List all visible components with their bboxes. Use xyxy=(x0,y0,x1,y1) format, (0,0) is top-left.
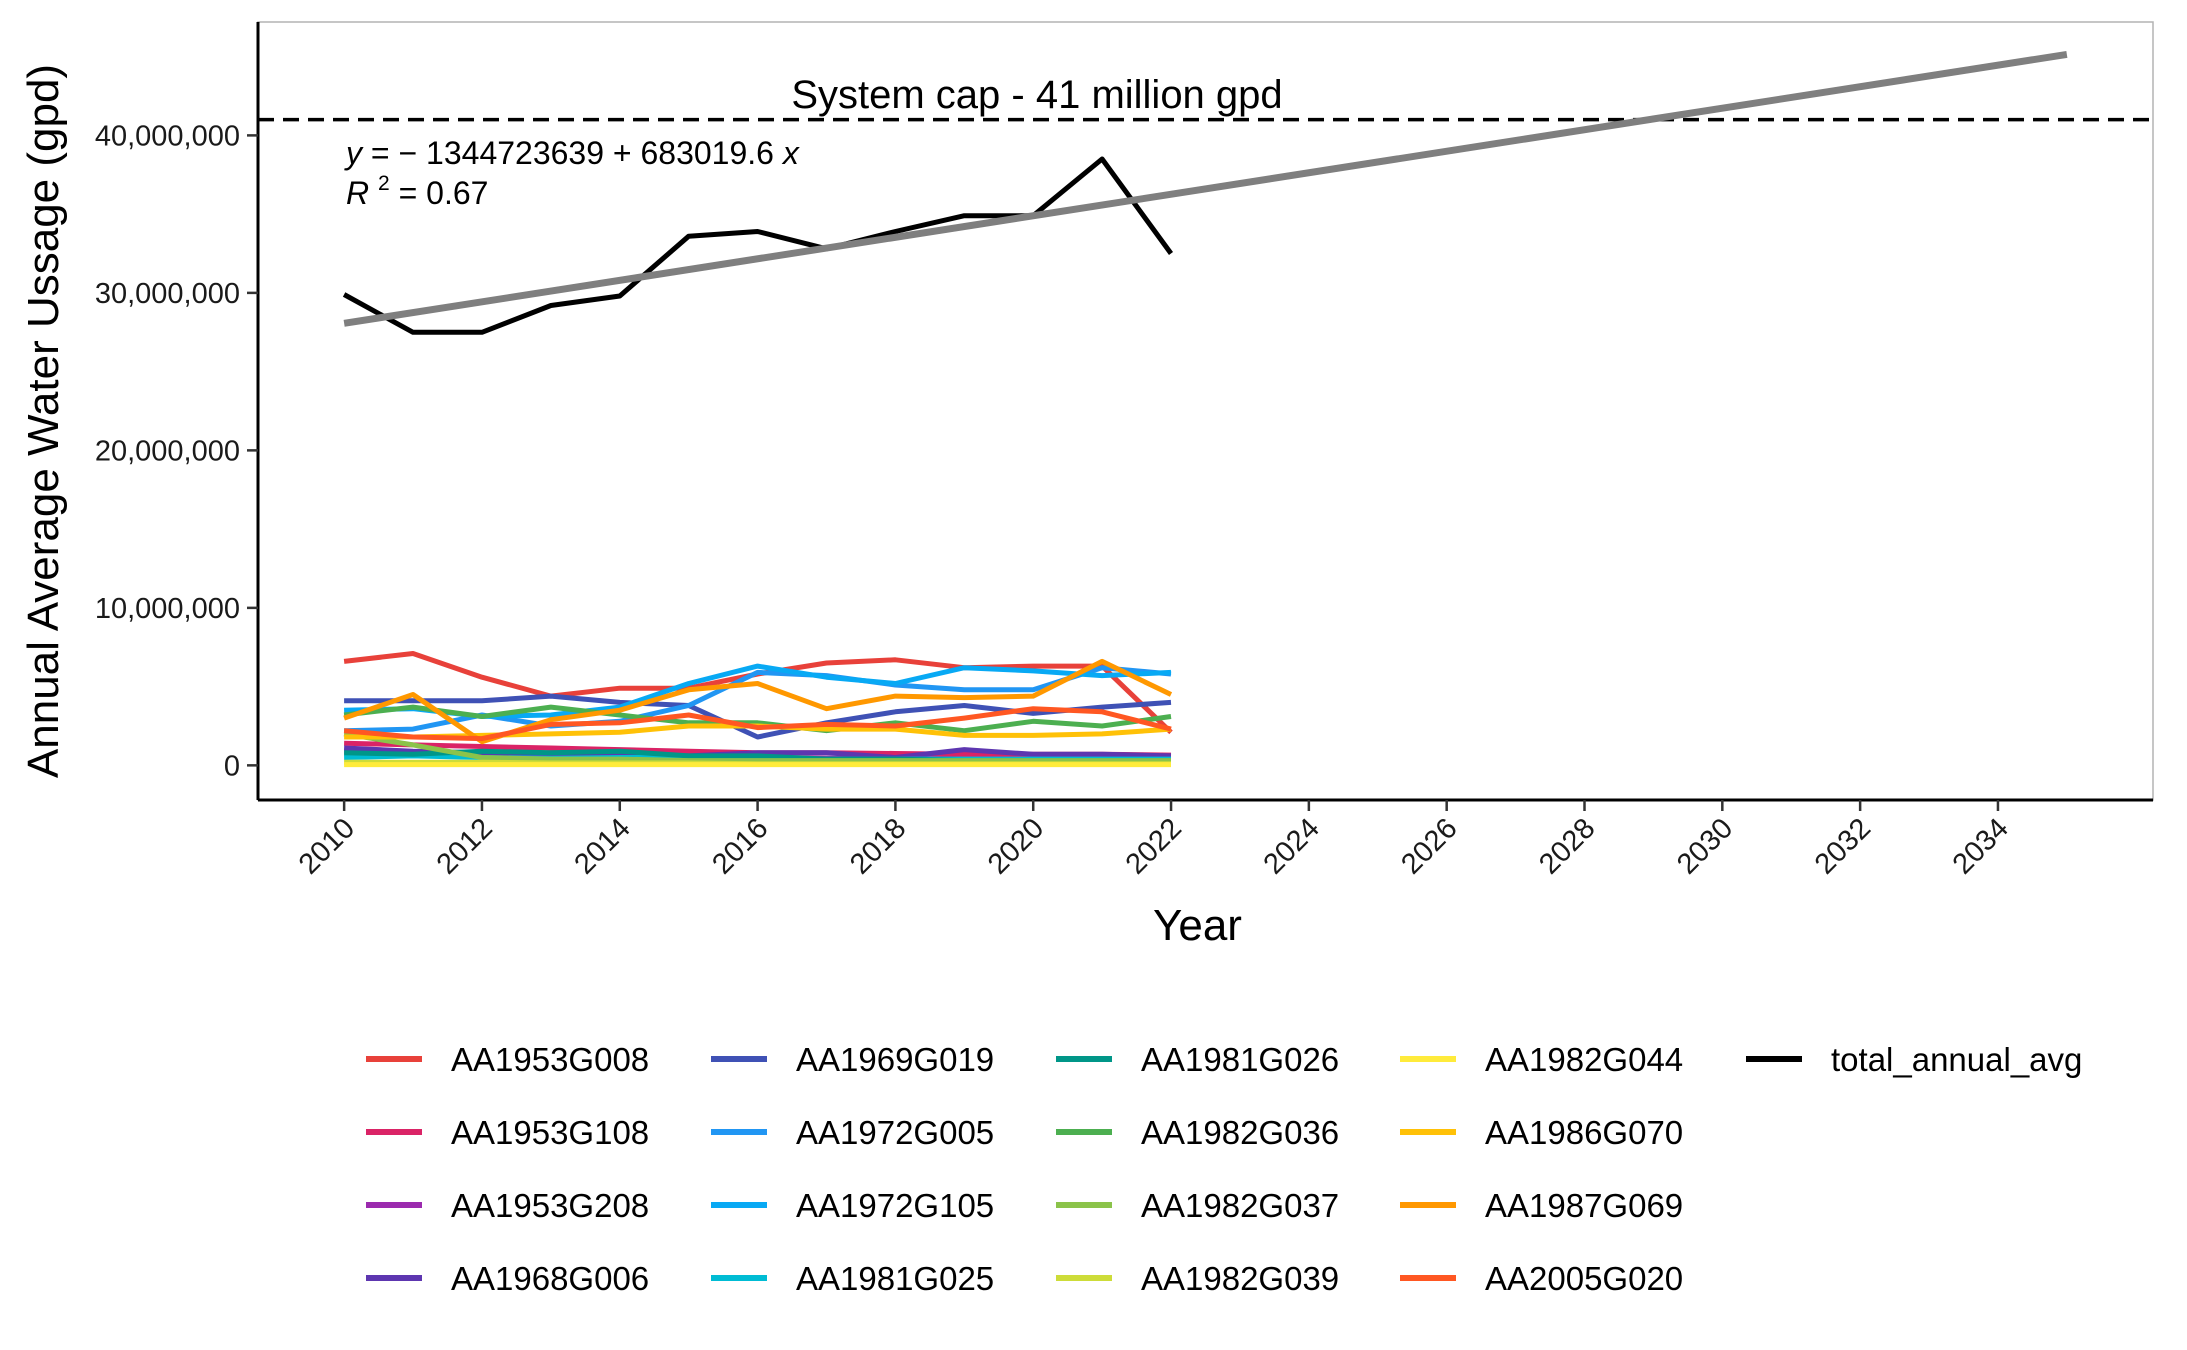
legend-item: AA1982G037 xyxy=(1056,1187,1339,1224)
legend-label: AA1953G208 xyxy=(451,1187,649,1224)
y-axis-ticks: 0 10,000,000 20,000,000 30,000,000 40,000,00… xyxy=(95,120,258,782)
series-line-aa1982g037 xyxy=(343,731,1171,764)
legend-label: AA1981G025 xyxy=(796,1260,994,1297)
x-axis-title: Year xyxy=(1153,901,1242,950)
x-tick-label: 2020 xyxy=(982,812,1050,880)
y-tick-label: 20,000,000 xyxy=(95,435,240,467)
x-tick-label: 2024 xyxy=(1258,812,1326,880)
legend-label: AA1953G008 xyxy=(451,1041,649,1078)
x-tick-label: 2026 xyxy=(1395,812,1463,880)
y-axis-title: Annual Average Water Ussage (gpd) xyxy=(19,64,68,778)
legend-item: AA1987G069 xyxy=(1400,1187,1683,1224)
legend-label: AA1982G044 xyxy=(1485,1041,1683,1078)
x-tick-label: 2012 xyxy=(431,812,499,880)
legend-label: AA1982G036 xyxy=(1141,1114,1339,1151)
x-tick-label: 2028 xyxy=(1533,812,1601,880)
plot-panel: System cap - 41 million gpd y = − 134472… xyxy=(257,21,2154,801)
fit-line xyxy=(343,50,2068,327)
legend-label: AA1969G019 xyxy=(796,1041,994,1078)
x-tick-label: 2018 xyxy=(844,812,912,880)
r2-symbol: R xyxy=(346,175,369,211)
x-tick-label: 2030 xyxy=(1671,812,1739,880)
x-tick-label: 2034 xyxy=(1947,812,2015,880)
y-tick-label: 0 xyxy=(224,750,240,782)
y-tick-label: 40,000,000 xyxy=(95,120,240,152)
equation-intercept: − 1344723639 xyxy=(398,135,604,171)
x-tick-label: 2022 xyxy=(1120,812,1188,880)
legend-label: AA1981G026 xyxy=(1141,1041,1339,1078)
legend-label: AA1986G070 xyxy=(1485,1114,1683,1151)
series-line-aa1987g069 xyxy=(343,658,1173,745)
equation-x-var: x xyxy=(781,135,800,171)
legend-label: AA1968G006 xyxy=(451,1260,649,1297)
legend-item: AA1953G108 xyxy=(366,1114,649,1151)
legend-label: AA2005G020 xyxy=(1485,1260,1683,1297)
fit-equation: y = − 1344723639 + 683019.6 x xyxy=(344,135,800,171)
legend-item: AA1972G105 xyxy=(711,1187,994,1224)
fit-r-squared: R 2 = 0.67 xyxy=(346,161,488,211)
legend-item: AA1972G005 xyxy=(711,1114,994,1151)
equation-equals: = xyxy=(371,135,399,171)
x-tick-label: 2014 xyxy=(568,812,636,880)
r2-value: = 0.67 xyxy=(399,175,489,211)
y-tick-label: 30,000,000 xyxy=(95,278,240,310)
legend-label: AA1972G105 xyxy=(796,1187,994,1224)
equation-y-var: y xyxy=(344,135,364,171)
data-lines xyxy=(342,156,1174,768)
x-tick-label: 2010 xyxy=(293,812,361,880)
legend-item: AA1968G006 xyxy=(366,1260,649,1297)
y-tick-label: 10,000,000 xyxy=(95,593,240,625)
x-tick-label: 2016 xyxy=(706,812,774,880)
legend-item: AA1986G070 xyxy=(1400,1114,1683,1151)
legend-item: AA1953G208 xyxy=(366,1187,649,1224)
legend-item: AA1969G019 xyxy=(711,1041,994,1078)
legend-label: AA1953G108 xyxy=(451,1114,649,1151)
equation-slope: 683019.6 xyxy=(640,135,773,171)
legend-label: AA1972G005 xyxy=(796,1114,994,1151)
legend-item: AA1981G025 xyxy=(711,1260,994,1297)
r2-exponent: 2 xyxy=(378,172,390,195)
legend-label: AA1987G069 xyxy=(1485,1187,1683,1224)
legend: AA1953G008 AA1953G108 AA1953G208 AA1968G006… xyxy=(366,1041,2082,1297)
legend-label: AA1982G039 xyxy=(1141,1260,1339,1297)
legend-item: AA2005G020 xyxy=(1400,1260,1683,1297)
x-tick-label: 2032 xyxy=(1809,812,1877,880)
legend-item: total_annual_avg xyxy=(1746,1041,2082,1078)
x-axis-ticks: 2010 2012 2014 2016 2018 2020 2022 2024 2026 2028… xyxy=(293,800,2015,881)
axes: 2010 2012 2014 2016 2018 2020 2022 2024 2026 2028… xyxy=(19,22,2153,950)
legend-label: AA1982G037 xyxy=(1141,1187,1339,1224)
legend-item: AA1982G044 xyxy=(1400,1041,1683,1078)
legend-item: AA1953G008 xyxy=(366,1041,649,1078)
legend-item: AA1981G026 xyxy=(1056,1041,1339,1078)
series-line-aa1982g036 xyxy=(343,704,1172,734)
legend-item: AA1982G036 xyxy=(1056,1114,1339,1151)
legend-item: AA1982G039 xyxy=(1056,1260,1339,1297)
legend-label: total_annual_avg xyxy=(1831,1041,2082,1078)
system-cap-label: System cap - 41 million gpd xyxy=(791,73,1282,117)
series-line-aa1969g019 xyxy=(344,693,1172,740)
equation-plus: + xyxy=(613,135,641,171)
series-line-aa2005g020 xyxy=(343,706,1172,742)
